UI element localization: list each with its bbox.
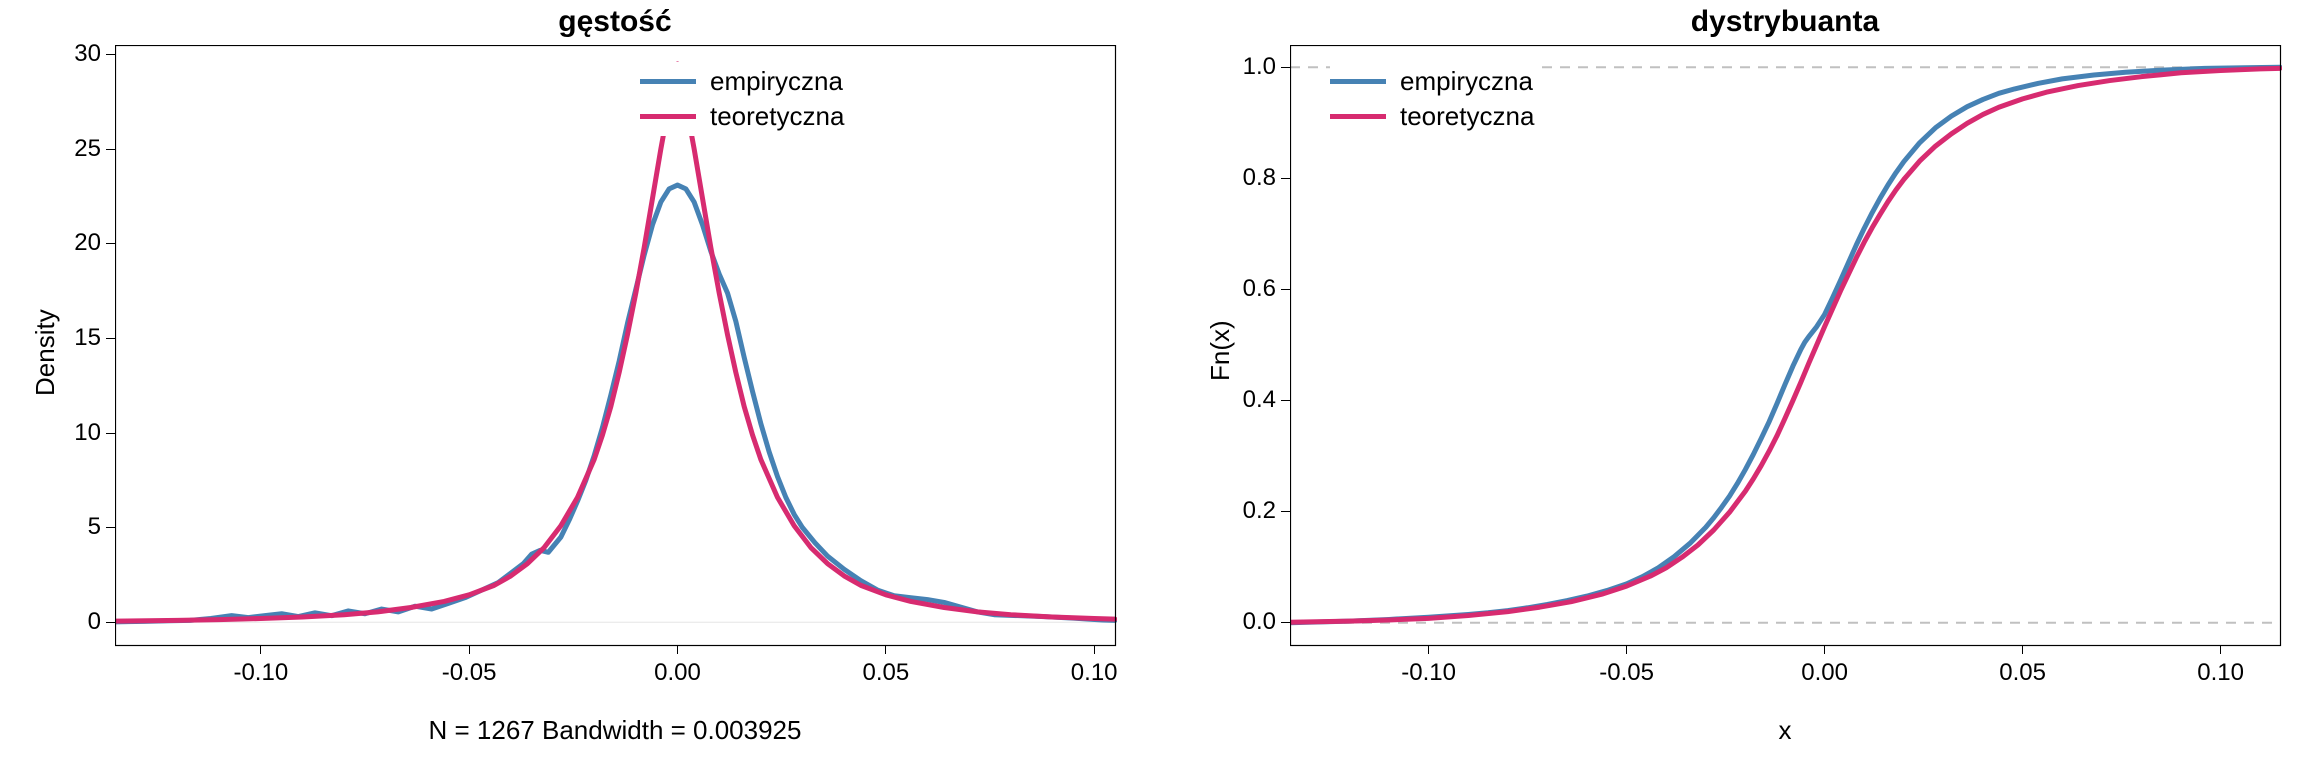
ytick	[1281, 178, 1290, 179]
legend-item: teoretyczna	[1330, 101, 1534, 132]
xtick-label: 0.10	[2181, 659, 2261, 687]
legend-swatch	[1330, 114, 1386, 119]
xtick	[1626, 645, 1627, 654]
cdf-panel: dystrybuanta Fn(x) x empiryczna teoretycz…	[0, 0, 2304, 768]
ytick	[1281, 67, 1290, 68]
xtick-label: -0.05	[1587, 659, 1667, 687]
ytick-label: 0.8	[1226, 164, 1276, 192]
ytick	[1281, 511, 1290, 512]
legend-swatch	[1330, 79, 1386, 84]
ytick-label: 0.0	[1226, 608, 1276, 636]
cdf-legend: empiryczna teoretyczna	[1330, 62, 1534, 136]
xtick	[2220, 645, 2221, 654]
xtick	[1428, 645, 1429, 654]
legend-label: empiryczna	[1400, 66, 1533, 97]
legend-item: empiryczna	[1330, 66, 1534, 97]
xtick	[2022, 645, 2023, 654]
ytick	[1281, 622, 1290, 623]
xtick-label: 0.05	[1983, 659, 2063, 687]
xtick	[1824, 645, 1825, 654]
ytick-label: 0.4	[1226, 386, 1276, 414]
ytick	[1281, 400, 1290, 401]
legend-label: teoretyczna	[1400, 101, 1534, 132]
ytick	[1281, 289, 1290, 290]
cdf-xlabel: x	[1290, 715, 2280, 746]
ytick-label: 0.2	[1226, 497, 1276, 525]
cdf-ylabel: Fn(x)	[1205, 321, 1236, 382]
ytick-label: 1.0	[1226, 53, 1276, 81]
xtick-label: -0.10	[1389, 659, 1469, 687]
xtick-label: 0.00	[1785, 659, 1865, 687]
ytick-label: 0.6	[1226, 275, 1276, 303]
cdf-title: dystrybuanta	[1290, 5, 2280, 39]
figure: gęstość Density N = 1267 Bandwidth = 0.0…	[0, 0, 2304, 768]
